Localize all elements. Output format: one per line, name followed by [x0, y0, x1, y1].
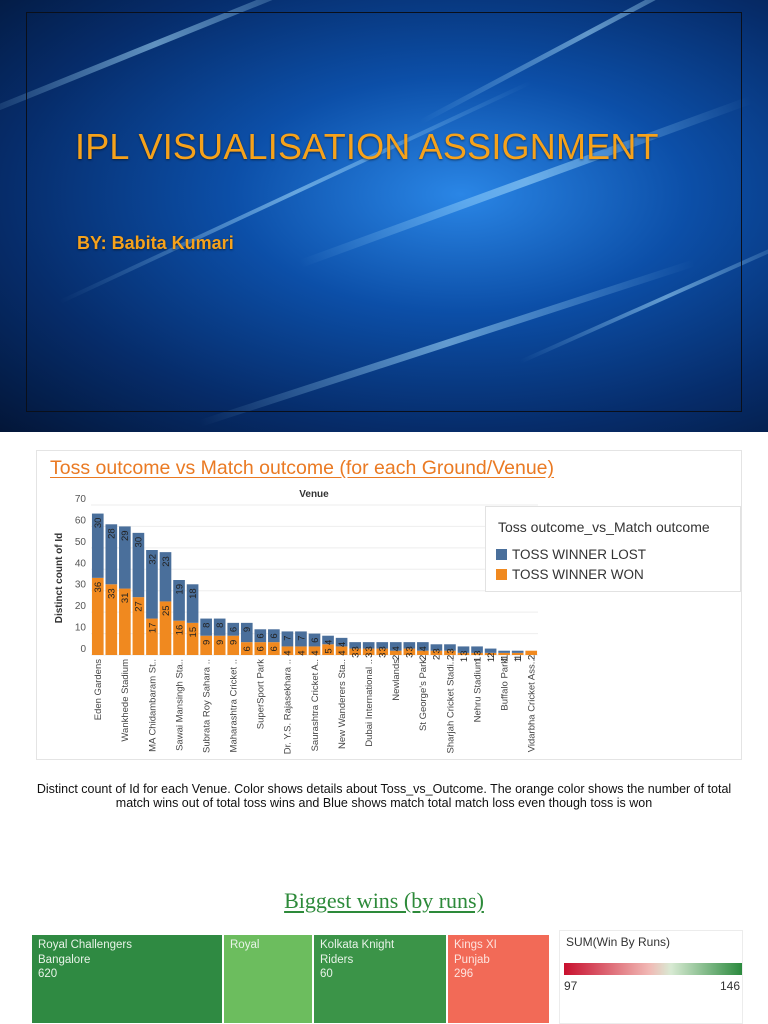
slide-title: IPL VISUALISATION ASSIGNMENT	[75, 126, 659, 167]
treemap-cell-value: 60	[320, 968, 333, 980]
treemap-cell-label: Kolkata Knight	[320, 939, 395, 951]
legend-item-lost: TOSS WINNER LOST	[496, 547, 646, 562]
treemap-cell-rcb: Royal Challengers Bangalore 620	[31, 934, 223, 1024]
treemap-cell-kkr: Kolkata Knight Riders 60	[313, 934, 447, 1024]
legend-label-won: TOSS WINNER WON	[512, 567, 644, 582]
slide-byline: BY: Babita Kumari	[77, 233, 234, 253]
treemap-legend-gradient	[564, 963, 742, 975]
treemap-cell-label: Royal Challengers	[38, 939, 132, 951]
chart-caption: Distinct count of Id for each Venue. Col…	[36, 782, 732, 810]
treemap-color-legend: SUM(Win By Runs) 97 146	[559, 930, 743, 1024]
chart-legend: Toss outcome_vs_Match outcome TOSS WINNE…	[485, 506, 741, 592]
title-slide: IPL VISUALISATION ASSIGNMENT BY: Babita …	[0, 0, 768, 432]
legend-label-lost: TOSS WINNER LOST	[512, 547, 647, 562]
treemap-cell-label: Kings XI	[454, 939, 497, 951]
slide-frame	[26, 12, 742, 412]
treemap-cell-label: Riders	[320, 953, 354, 966]
treemap-cell-value: 620	[38, 968, 58, 980]
treemap-cell-kxip: Kings XI Punjab 296	[447, 934, 550, 1024]
treemap-legend-max: 146	[719, 979, 740, 993]
treemap-legend-min: 97	[564, 979, 578, 993]
treemap-cell-value: 296	[454, 968, 474, 980]
treemap-cell-royal: Royal	[223, 934, 313, 1024]
treemap-title: Biggest wins (by runs)	[284, 888, 484, 913]
treemap-cell-label: Punjab	[454, 953, 490, 966]
legend-item-won: TOSS WINNER WON	[496, 567, 644, 582]
treemap-cell-label: Royal	[230, 939, 260, 951]
toss-chart-panel: Toss outcome vs Match outcome (for each …	[36, 450, 742, 760]
chart-title: Toss outcome vs Match outcome (for each …	[50, 457, 555, 479]
treemap-legend-title: SUM(Win By Runs)	[566, 935, 671, 949]
treemap-cell-label: Bangalore	[38, 953, 91, 966]
legend-swatch-lost	[496, 549, 507, 560]
legend-swatch-won	[496, 569, 507, 580]
legend-title: Toss outcome_vs_Match outcome	[498, 519, 710, 535]
